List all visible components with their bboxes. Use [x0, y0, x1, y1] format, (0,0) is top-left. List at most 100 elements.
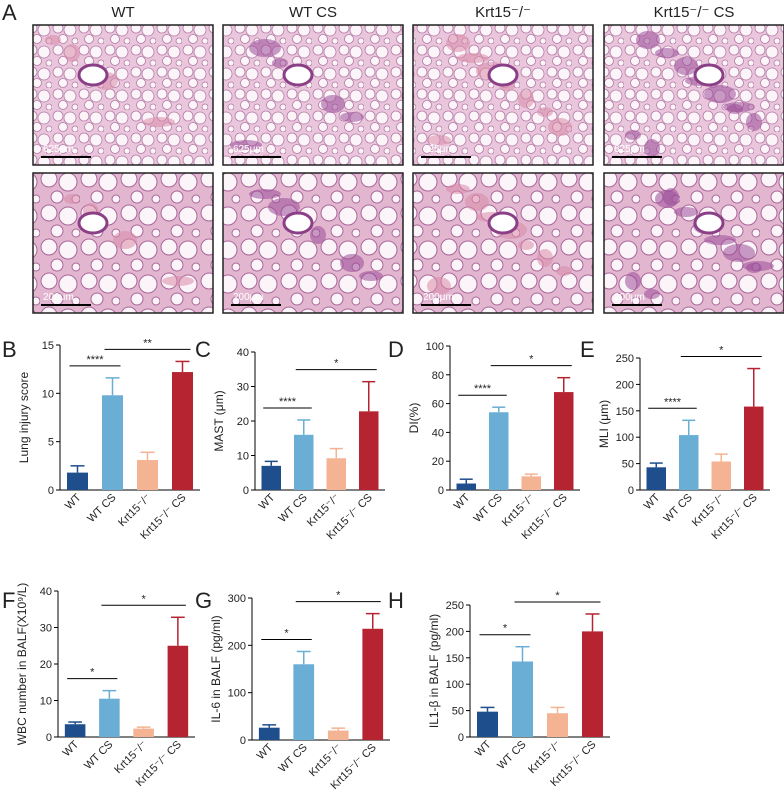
- tissue-blob: [249, 39, 281, 57]
- bar: [582, 631, 603, 737]
- tissue-blob: [427, 277, 451, 295]
- tissue-blob: [704, 85, 736, 103]
- bar: [512, 661, 533, 737]
- tissue-blob: [446, 34, 470, 52]
- x-tick-label: WT: [63, 491, 84, 512]
- tissue-blob: [446, 184, 470, 194]
- scale-bar-label: 200μm: [43, 292, 74, 303]
- y-tick-label: 200: [616, 379, 634, 391]
- y-tick-label: 150: [446, 653, 464, 665]
- tissue-blob: [64, 44, 80, 62]
- y-tick-label: 5: [48, 437, 54, 449]
- bar: [64, 724, 86, 737]
- significance-label: ****: [664, 396, 682, 408]
- tissue-blob: [340, 112, 364, 122]
- panel-label: D: [388, 337, 404, 362]
- tissue-blob: [427, 135, 451, 145]
- scale-bar-label: 625μm: [43, 144, 74, 155]
- significance-label: *: [336, 590, 341, 602]
- significance-label: *: [141, 593, 146, 605]
- airway: [487, 63, 519, 87]
- y-axis-label: Lung injury score: [17, 371, 31, 463]
- bar: [137, 460, 158, 490]
- bar: [744, 406, 764, 490]
- y-tick-label: 150: [616, 406, 634, 418]
- y-tick-label: 100: [616, 432, 634, 444]
- panel-label: F: [2, 588, 15, 613]
- y-tick-label: 0: [243, 485, 249, 497]
- significance-label: ****: [279, 396, 297, 408]
- y-tick-label: 0: [628, 485, 634, 497]
- y-tick-label: 300: [228, 593, 246, 605]
- y-tick-label: 40: [40, 586, 52, 598]
- tissue-blob: [518, 90, 534, 108]
- tissue-blob: [45, 35, 61, 45]
- y-tick-label: 80: [432, 370, 444, 382]
- y-tick-label: 15: [42, 340, 54, 352]
- tissue-blob: [457, 53, 489, 63]
- bar: [102, 395, 123, 490]
- tissue-blob: [746, 113, 762, 131]
- x-tick-label: WT: [255, 741, 276, 762]
- y-tick-label: 250: [446, 600, 464, 612]
- tissue-blob: [230, 140, 262, 150]
- y-tick-label: 20: [432, 456, 444, 468]
- x-tick-label: WT: [257, 491, 278, 512]
- column-header: WT CS: [289, 4, 337, 21]
- significance-label: *: [90, 667, 95, 679]
- tissue-blob: [249, 189, 281, 199]
- y-axis-label: IL1-β in BALF (pg/ml): [427, 614, 441, 728]
- tissue-blob: [340, 254, 364, 272]
- tissue-blob: [465, 193, 489, 211]
- panel-label: B: [2, 337, 17, 362]
- x-tick-label: WT CS: [85, 492, 118, 525]
- x-tick-label: WT: [473, 738, 494, 759]
- y-tick-label: 10: [40, 696, 52, 708]
- y-tick-label: 100: [426, 341, 444, 353]
- bar: [258, 727, 280, 740]
- bar: [67, 472, 88, 490]
- y-tick-label: 30: [237, 382, 249, 394]
- tissue-blob: [655, 48, 679, 58]
- bar: [99, 698, 120, 737]
- y-tick-label: 0: [458, 732, 464, 744]
- tissue-blob: [556, 266, 572, 276]
- tissue-blob: [644, 139, 660, 157]
- scale-bar-label: 625μm: [423, 144, 454, 155]
- airway: [282, 63, 314, 87]
- y-tick-label: 10: [42, 388, 54, 400]
- y-tick-label: 30: [40, 623, 52, 635]
- y-tick-label: 0: [46, 732, 52, 744]
- tissue-blob: [310, 226, 326, 244]
- bar: [326, 458, 346, 490]
- y-axis-label: MLI (μm): [597, 400, 611, 448]
- bar: [362, 628, 384, 740]
- scale-bar-label: 625μm: [614, 144, 645, 155]
- airway: [77, 211, 109, 235]
- tissue-blob: [162, 276, 194, 286]
- y-tick-label: 100: [446, 679, 464, 691]
- y-tick-label: 0: [438, 485, 444, 497]
- y-tick-label: 50: [452, 706, 464, 718]
- significance-label: **: [143, 337, 152, 349]
- histology-image: [412, 172, 594, 314]
- y-tick-label: 60: [432, 399, 444, 411]
- x-tick-label: WT: [452, 491, 473, 512]
- y-tick-label: 40: [237, 347, 249, 359]
- x-tick-label: WT: [642, 491, 663, 512]
- y-tick-label: 250: [616, 353, 634, 365]
- bar: [167, 645, 189, 737]
- y-tick-label: 200: [446, 626, 464, 638]
- airway: [693, 211, 725, 235]
- tissue-blob: [704, 235, 736, 245]
- bar: [554, 392, 574, 490]
- airway: [282, 211, 314, 235]
- significance-label: ****: [86, 354, 104, 366]
- tissue-blob: [674, 207, 698, 217]
- significance-label: *: [719, 345, 724, 357]
- tissue-blob: [64, 194, 80, 204]
- x-tick-label: WT CS: [82, 739, 115, 772]
- tissue-blob: [663, 188, 679, 206]
